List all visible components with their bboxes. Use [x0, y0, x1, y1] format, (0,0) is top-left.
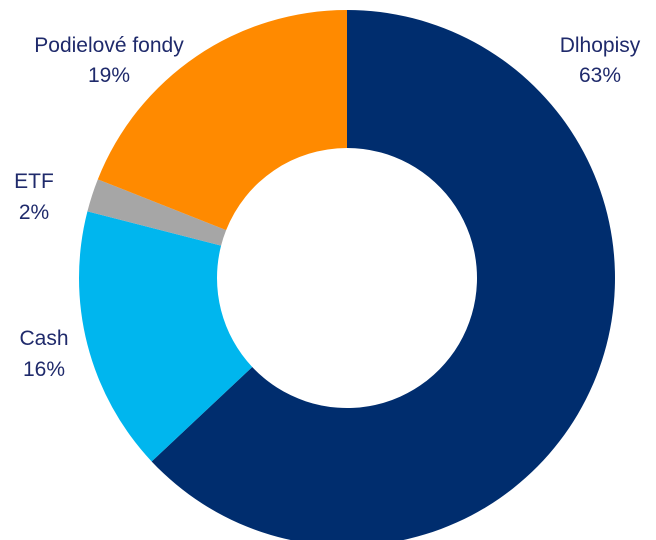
label-podielove-fondy: Podielové fondy 19%	[34, 34, 184, 87]
label-cash-name: Cash	[19, 327, 68, 350]
slice-cash	[79, 211, 253, 462]
label-dlhopisy: Dlhopisy 63%	[560, 34, 641, 87]
donut-slices	[79, 10, 615, 540]
label-cash: Cash 16%	[19, 327, 68, 381]
label-etf-name: ETF	[14, 170, 54, 193]
label-podielove-fondy-value: 19%	[88, 64, 130, 87]
slice-dlhopisy	[151, 10, 615, 540]
label-podielove-fondy-name: Podielové fondy	[34, 34, 184, 57]
label-dlhopisy-value: 63%	[579, 64, 621, 87]
slice-podielove-fondy	[97, 10, 347, 231]
label-cash-value: 16%	[23, 358, 65, 381]
slice-etf	[87, 179, 227, 246]
label-etf-value: 2%	[19, 201, 49, 224]
label-etf: ETF 2%	[14, 170, 54, 224]
label-dlhopisy-name: Dlhopisy	[560, 34, 641, 57]
